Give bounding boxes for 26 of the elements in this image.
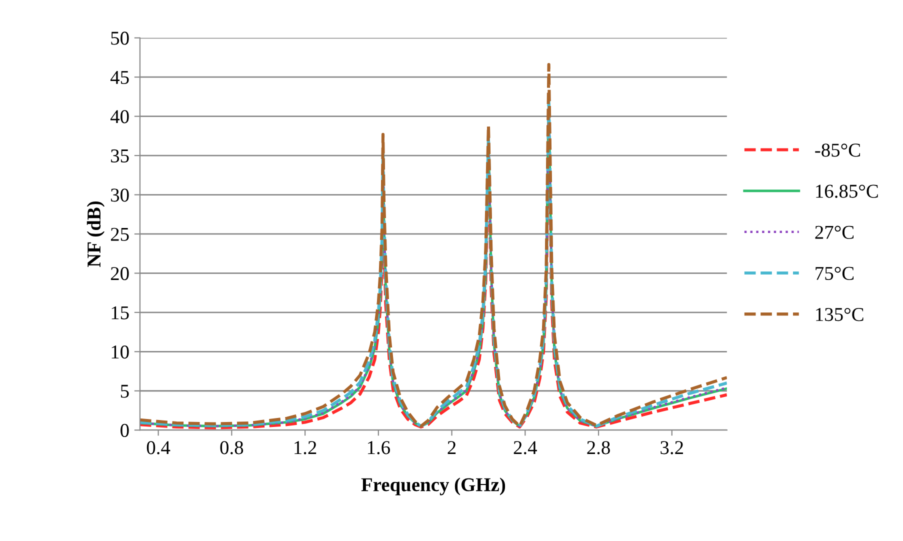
x-tick-label: 0.4 <box>146 441 170 454</box>
y-tick-label: 20 <box>110 267 129 280</box>
y-tick-label: 45 <box>110 71 129 84</box>
y-axis-title: NF (dB) <box>86 201 105 268</box>
legend-label: 75°C <box>816 266 854 280</box>
legend-label: 135°C <box>816 308 864 322</box>
y-tick-label: 40 <box>110 110 129 124</box>
x-tick-label: 2.4 <box>514 441 537 454</box>
x-tick-label: 0.8 <box>220 441 244 454</box>
y-tick-label: 10 <box>112 345 129 359</box>
x-tick-label: 2 <box>448 441 456 454</box>
legend-label: 27°C <box>815 226 854 239</box>
y-tick-label: 50 <box>111 32 129 45</box>
x-axis-title: Frequency (GHz) <box>361 478 506 496</box>
y-tick-label: 0 <box>120 424 129 438</box>
legend-label: 16.85°C <box>816 184 878 198</box>
x-tick-label: 1.2 <box>294 441 316 454</box>
y-tick-label: 35 <box>111 149 129 162</box>
x-tick-label: 1.6 <box>368 441 390 454</box>
y-tick-label: 5 <box>120 384 129 398</box>
y-tick-label: 30 <box>111 188 129 202</box>
x-tick-label: 2.8 <box>587 441 610 454</box>
y-tick-label: 15 <box>112 306 129 320</box>
x-tick-label: 3.2 <box>660 441 683 454</box>
legend-label: -85°C <box>815 144 860 157</box>
y-tick-label: 25 <box>110 228 129 241</box>
